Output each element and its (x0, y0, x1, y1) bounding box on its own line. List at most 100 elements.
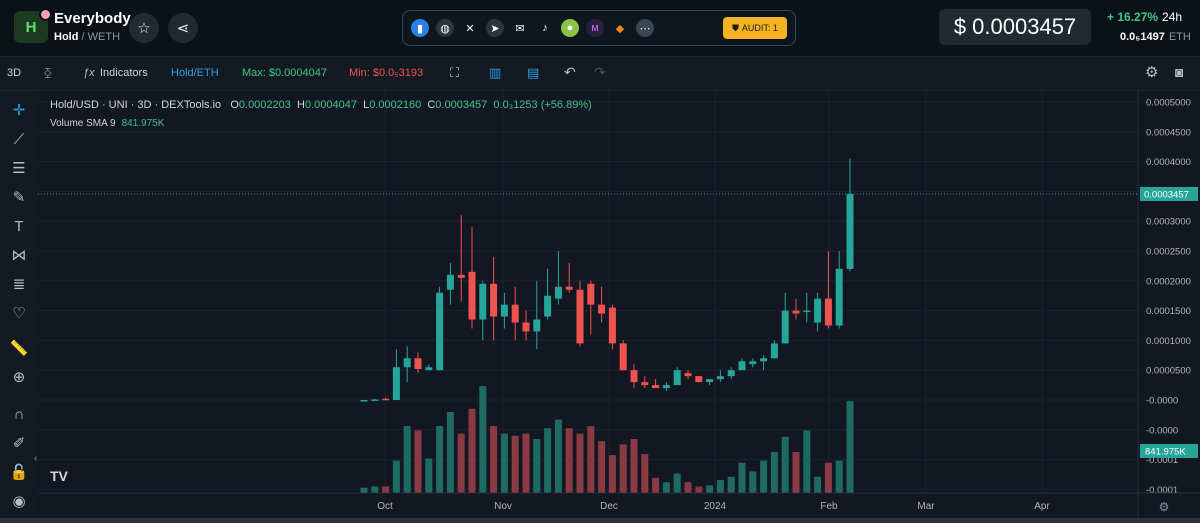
lock-drawing-icon[interactable]: ✐ (12, 435, 26, 452)
chart-icon[interactable]: ▮ (411, 19, 429, 37)
volume-bar (824, 462, 832, 493)
volume-bar (792, 451, 800, 493)
min-price: Min: $0.0₅3193 (349, 67, 424, 79)
volume-bar (490, 426, 498, 493)
volume-bar (727, 476, 735, 493)
trend-line-icon[interactable]: ⟋ (13, 130, 25, 148)
chart-canvas[interactable]: 0.00050000.00045000.00040000.00035000.00… (38, 91, 1200, 519)
candle-body (522, 322, 530, 332)
legend-o-label: O (230, 99, 239, 111)
volume-label: Volume SMA 9 (50, 118, 116, 129)
pattern-icon[interactable]: ⋈ (11, 247, 27, 264)
candle-body (371, 399, 379, 401)
brush-icon[interactable]: ✎ (12, 189, 26, 206)
volume-bar (619, 444, 627, 493)
coingecko-icon[interactable]: ● (561, 19, 579, 37)
social-links-bar: ▮ ◍ ✕ ➤ ✉ ♪ ● ᴍ ◆ ⋯ ⛊ AUDIT: 1 (402, 10, 796, 46)
more-icon[interactable]: ⋯ (636, 19, 654, 37)
token-pair: Hold / WETH (54, 31, 120, 43)
volume-bar (565, 428, 573, 493)
time-tick-label: Apr (1034, 501, 1050, 512)
camera-icon[interactable]: ◙ (1175, 64, 1184, 80)
x-icon[interactable]: ✕ (465, 22, 475, 35)
volume-bar (522, 433, 530, 493)
favorite-button[interactable]: ☆ (129, 13, 159, 43)
candle-body (425, 367, 433, 371)
audit-label: AUDIT: 1 (741, 23, 778, 33)
bar-chart-icon[interactable]: ▤ (527, 65, 540, 80)
legend-title: Hold/USD · UNI · 3D · DEXTools.io (50, 99, 222, 111)
timeframe-button[interactable]: 3D (7, 67, 22, 79)
volume-bar (371, 486, 379, 493)
pair-base: Hold (54, 31, 79, 43)
candle-body (436, 292, 444, 371)
volume-bar (382, 486, 390, 493)
volume-bar (781, 436, 789, 493)
volume-bar (652, 477, 660, 493)
zoom-in-icon[interactable]: ⊕ (12, 369, 26, 386)
legend-open: 0.0002203 (238, 99, 291, 111)
legend-l-label: L (363, 99, 370, 111)
volume-bar (706, 485, 714, 493)
candle-body (414, 358, 422, 370)
redo-icon[interactable]: ↷ (594, 64, 606, 80)
time-tick-label: Mar (917, 501, 935, 512)
volume-bar (835, 460, 843, 493)
fullscreen-icon[interactable]: ⛶ (450, 65, 460, 80)
ruler-icon[interactable]: 📏 (9, 340, 29, 357)
change-pct: + 16.27% (1107, 10, 1159, 24)
candle-body (792, 310, 800, 314)
volume-bar (814, 476, 822, 493)
price-eth: 0.0₅1497 ETH (1120, 31, 1191, 43)
volume-bar (576, 433, 584, 493)
candle-type-icon[interactable]: ⧰ (44, 67, 52, 79)
text-icon[interactable]: T (14, 217, 24, 235)
heart-icon[interactable]: ♡ (12, 305, 26, 322)
volume-bar (587, 426, 595, 493)
indicators-button[interactable]: Indicators (100, 67, 148, 79)
tiktok-icon[interactable]: ♪ (542, 22, 548, 34)
volume-legend: Volume SMA 9 841.975K (50, 118, 164, 129)
volume-bar (598, 441, 606, 493)
legend-h-label: H (297, 99, 305, 111)
candle-body (641, 382, 649, 386)
price-chart[interactable]: 0.00050000.00045000.00040000.00035000.00… (34, 91, 1200, 519)
axis-settings-icon[interactable]: ⚙ (1159, 500, 1170, 514)
horizontal-lines-icon[interactable]: ☰ (12, 160, 26, 177)
audit-badge[interactable]: ⛊ AUDIT: 1 (723, 17, 787, 39)
collapse-toolbar-icon[interactable]: ‹ (34, 453, 38, 464)
candle-body (673, 370, 681, 386)
volume-bar (716, 480, 724, 493)
telegram-icon[interactable]: ➤ (486, 19, 504, 37)
volume-bar (803, 430, 811, 493)
legend-high: 0.0004047 (304, 99, 357, 111)
candle-body (511, 304, 519, 323)
indicators-icon[interactable]: ƒx (83, 67, 95, 79)
candle-body (403, 358, 411, 368)
fib-icon[interactable]: ≣ (12, 276, 26, 293)
time-tick-label: Dec (600, 501, 618, 512)
chart-style-icon[interactable]: ▥ (489, 65, 502, 80)
globe-icon[interactable]: ◍ (436, 19, 454, 37)
max-price: Max: $0.0004047 (242, 67, 328, 79)
symbol-button[interactable]: Hold/ETH (171, 67, 219, 79)
lock-icon[interactable]: 🔓 (9, 464, 29, 481)
volume-bar (749, 471, 757, 493)
volume-bar (511, 435, 519, 493)
candle-body (544, 295, 552, 317)
bottom-resize-bar[interactable] (0, 518, 1200, 523)
settings-icon[interactable]: ⚙ (1145, 64, 1159, 81)
candle-body (490, 283, 498, 317)
mail-icon[interactable]: ✉ (515, 22, 525, 35)
other-icon[interactable]: ᴍ (586, 19, 604, 37)
candle-body (598, 304, 606, 314)
volume-bar (738, 462, 746, 493)
eye-icon[interactable]: ◉ (12, 493, 26, 510)
candle-body (587, 283, 595, 305)
candle-body (684, 373, 692, 377)
crosshair-icon[interactable]: ✛ (12, 102, 26, 119)
undo-icon[interactable]: ↶ (564, 64, 576, 80)
share-button[interactable]: ⋖ (168, 13, 198, 43)
magnet-icon[interactable]: ∩ (13, 405, 25, 423)
metamask-icon[interactable]: ◆ (615, 22, 625, 35)
